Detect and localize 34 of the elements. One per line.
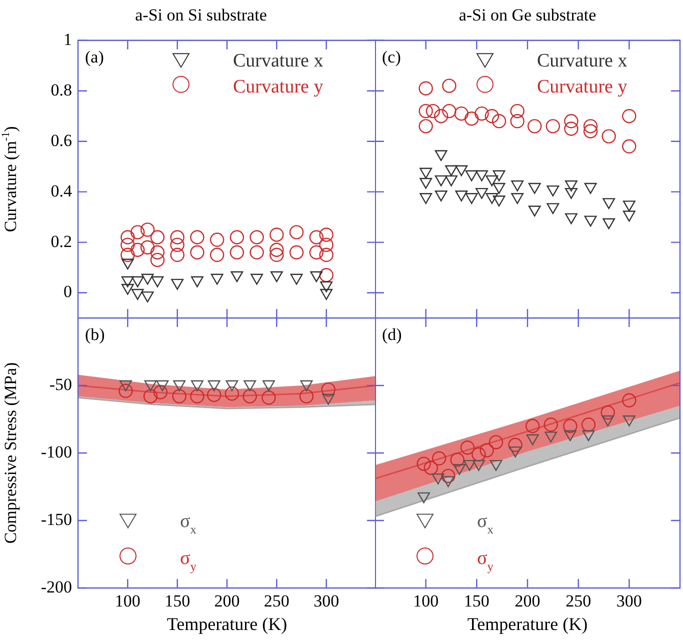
- y-axis-title: Compressive Stress (MPa): [1, 362, 20, 544]
- annotation: (b): [85, 325, 105, 344]
- x-tick-label: 100: [413, 592, 439, 611]
- chart-title: a-Si on Ge substrate: [458, 6, 596, 25]
- y-tick-label: -100: [40, 442, 72, 462]
- x-tick-label: 200: [514, 592, 540, 611]
- y-tick-label: 1: [64, 30, 72, 49]
- annotation: (a): [85, 47, 104, 66]
- x-tick-label: 300: [314, 592, 340, 611]
- legend-label: Curvature x: [537, 50, 628, 72]
- x-axis-title: Temperature (K): [467, 614, 588, 634]
- x-tick-label: 300: [616, 592, 642, 611]
- y-tick-label: 0.2: [50, 232, 72, 251]
- y-tick-label: 0.6: [50, 130, 72, 150]
- legend-label: Curvature y: [537, 76, 628, 98]
- x-tick-label: 150: [464, 592, 490, 611]
- x-axis-title: Temperature (K): [166, 614, 288, 634]
- y-tick-label: 0: [64, 282, 72, 302]
- y-tick-label: -150: [40, 510, 72, 529]
- legend-label: Curvature y: [233, 76, 324, 98]
- chart-title: a-Si on Si substrate: [135, 6, 267, 25]
- x-tick-label: 200: [214, 592, 240, 611]
- y-tick-label: 0.4: [50, 181, 72, 200]
- y-tick-label: -200: [40, 577, 72, 596]
- legend-label: Curvature x: [233, 50, 324, 72]
- x-tick-label: 250: [264, 592, 290, 611]
- y-axis-title: Curvature (m-1): [0, 126, 20, 232]
- annotation: (c): [382, 47, 401, 66]
- x-tick-label: 250: [566, 592, 592, 611]
- y-tick-label: 0.8: [50, 80, 72, 100]
- y-tick-label: -50: [49, 374, 72, 394]
- annotation: (d): [382, 325, 402, 344]
- x-tick-label: 100: [114, 592, 140, 611]
- x-tick-label: 150: [164, 592, 190, 611]
